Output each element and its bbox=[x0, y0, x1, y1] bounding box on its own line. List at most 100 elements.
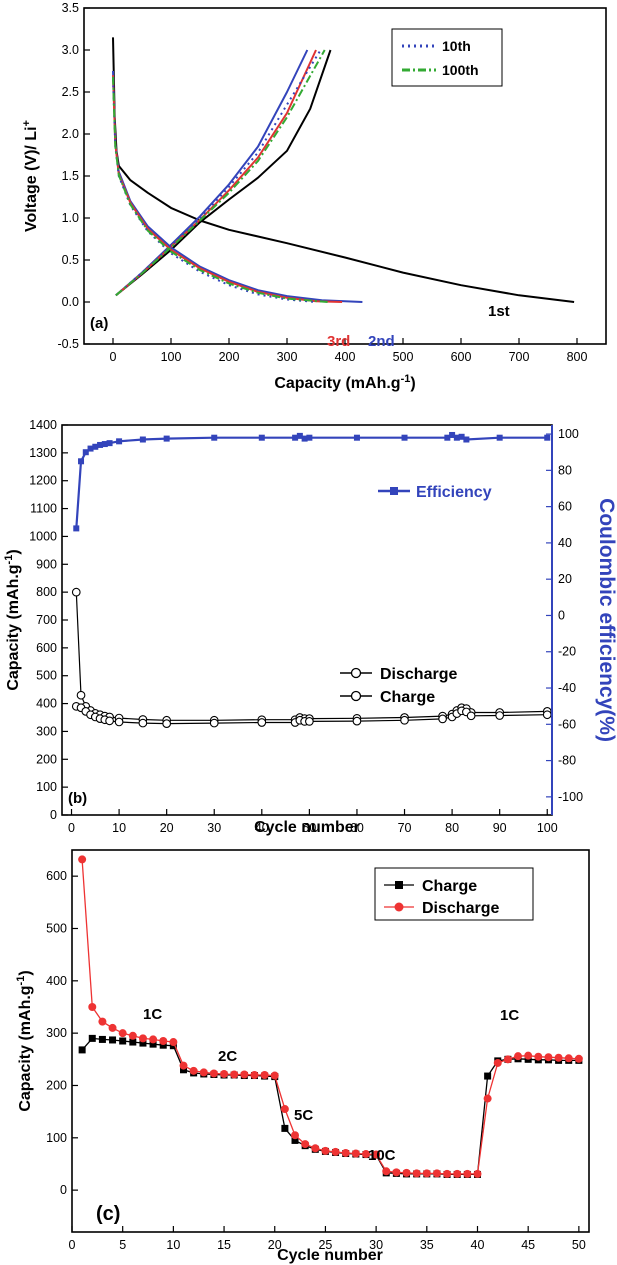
discharge-rate-point bbox=[291, 1131, 300, 1140]
legend-marker-discharge-c bbox=[394, 902, 404, 912]
discharge-line bbox=[75, 592, 548, 721]
panel-b-xtick-label: 40 bbox=[255, 821, 269, 835]
charge-rate-point bbox=[484, 1072, 492, 1080]
panel-a-ytick-label: 2.0 bbox=[62, 127, 79, 141]
panel-b-ytick-label: 300 bbox=[36, 724, 57, 738]
efficiency-point bbox=[92, 443, 99, 450]
discharge-rate-point bbox=[179, 1061, 188, 1070]
legend-marker-charge-c bbox=[395, 881, 403, 889]
charge-rate-point bbox=[119, 1037, 127, 1045]
charge-rate-point bbox=[88, 1034, 96, 1042]
discharge-rate-point bbox=[443, 1169, 452, 1178]
panel-c-xtick-label: 10 bbox=[166, 1238, 180, 1252]
discharge-rate-point bbox=[463, 1169, 472, 1178]
annotation-1st: 1st bbox=[488, 303, 510, 320]
efficiency-point bbox=[78, 458, 85, 465]
discharge-rate-point bbox=[453, 1169, 462, 1178]
charge-rate-point bbox=[291, 1136, 299, 1144]
discharge-rate-point bbox=[270, 1071, 279, 1080]
charge-rate-point bbox=[180, 1066, 188, 1074]
panel-a-xtick-label: 500 bbox=[393, 350, 414, 364]
panel-c-label: (c) bbox=[96, 1203, 120, 1225]
efficiency-point bbox=[453, 434, 460, 441]
annotation-2c: 2C bbox=[218, 1048, 237, 1065]
annotation-3rd: 3rd bbox=[327, 333, 350, 350]
charge-point bbox=[542, 710, 552, 720]
discharge-rate-point bbox=[422, 1169, 431, 1178]
discharge-rate-point bbox=[483, 1094, 492, 1103]
discharge-rate-point bbox=[554, 1053, 563, 1062]
discharge-rate-point bbox=[331, 1147, 340, 1156]
panel-c-ytick-label: 200 bbox=[46, 1078, 67, 1092]
efficiency-point bbox=[301, 435, 308, 442]
charge-rate-point bbox=[281, 1124, 289, 1132]
panel-a-frame bbox=[83, 7, 607, 345]
charge-point bbox=[138, 718, 148, 728]
panel-b-ylabel: Capacity (mAh.g-1) bbox=[3, 549, 22, 690]
panel-b-ytick-label: 700 bbox=[36, 613, 57, 627]
legend-label-10th: 10th bbox=[442, 38, 471, 54]
discharge-rate-point bbox=[108, 1023, 117, 1032]
panel-b-label: (b) bbox=[68, 790, 87, 807]
discharge-rate-point bbox=[544, 1053, 553, 1062]
panel-a-curves bbox=[112, 37, 575, 303]
panel-b-xtick-label: 20 bbox=[160, 821, 174, 835]
charge-rate-point bbox=[98, 1035, 106, 1043]
efficiency-point bbox=[82, 449, 89, 456]
panel-c-xlabel: Cycle number bbox=[277, 1247, 383, 1264]
discharge-rate-point bbox=[149, 1035, 158, 1044]
panel-b-xtick-label: 70 bbox=[398, 821, 412, 835]
discharge-rate-point bbox=[534, 1052, 543, 1061]
efficiency-point bbox=[116, 438, 123, 445]
efficiency-point bbox=[211, 434, 218, 441]
panel-b-right-ytick-label: -40 bbox=[558, 681, 576, 695]
efficiency-point bbox=[458, 433, 465, 440]
panel-b-xtick-label: 90 bbox=[493, 821, 507, 835]
panel-b-ytick-label: 1300 bbox=[29, 446, 57, 460]
panel-c-ytick-label: 100 bbox=[46, 1131, 67, 1145]
legend-label-100th: 100th bbox=[442, 62, 479, 78]
discharge-rate-point bbox=[220, 1069, 229, 1078]
panel-a-ytick-label: 3.5 bbox=[62, 1, 79, 15]
panel-b-right-ytick-label: -20 bbox=[558, 645, 576, 659]
charge-rate-point bbox=[159, 1041, 167, 1049]
efficiency-point bbox=[449, 431, 456, 438]
discharge-rate-point bbox=[280, 1105, 289, 1114]
efficiency-point bbox=[544, 434, 551, 441]
discharge-rate-point bbox=[392, 1168, 401, 1177]
discharge-rate-point bbox=[382, 1167, 391, 1176]
efficiency-point bbox=[106, 440, 113, 447]
charge-rate-point bbox=[139, 1039, 147, 1047]
annotation-5c: 5C bbox=[294, 1107, 313, 1124]
discharge-point bbox=[76, 690, 86, 700]
panel-b-ytick-label: 200 bbox=[36, 752, 57, 766]
legend-label-charge-c: Charge bbox=[422, 878, 477, 895]
panel-b-xtick-label: 60 bbox=[350, 821, 364, 835]
discharge-rate-point bbox=[98, 1017, 107, 1026]
panel-b-legend: Efficiency Discharge Charge bbox=[340, 484, 492, 706]
panel-b-ytick-label: 400 bbox=[36, 697, 57, 711]
panel-b-ytick-label: 500 bbox=[36, 669, 57, 683]
annotation-10c: 10C bbox=[368, 1147, 396, 1164]
panel-c-xtick-label: 20 bbox=[268, 1238, 282, 1252]
efficiency-point bbox=[139, 436, 146, 443]
panel-c: 0 5 10 15 20 25 30 35 40 45 500100200300400500600 … bbox=[15, 849, 590, 1264]
panel-a-ytick-label: 0.0 bbox=[62, 295, 79, 309]
panel-c-xtick-label: 15 bbox=[217, 1238, 231, 1252]
panel-b-right-ytick-label: -60 bbox=[558, 717, 576, 731]
panel-c-xtick-label: 50 bbox=[572, 1238, 586, 1252]
discharge-rate-point bbox=[473, 1169, 482, 1178]
panel-c-ytick-label: 0 bbox=[60, 1183, 67, 1197]
panel-a-xtick-label: 300 bbox=[277, 350, 298, 364]
panel-b-right-ytick-label: 40 bbox=[558, 536, 572, 550]
panel-b-ytick-label: 0 bbox=[50, 808, 57, 822]
panel-a-xtick-label: 100 bbox=[161, 350, 182, 364]
legend-marker-efficiency bbox=[390, 487, 398, 495]
discharge-rate-point bbox=[199, 1068, 208, 1077]
discharge-rate-point bbox=[351, 1149, 360, 1158]
panel-a-ytick-label: 3.0 bbox=[62, 43, 79, 57]
discharge-rate-point bbox=[250, 1071, 259, 1080]
panel-a-xtick-label: 200 bbox=[219, 350, 240, 364]
discharge-rate-point bbox=[493, 1058, 502, 1067]
panel-b-ticks: 0 10 20 30 40 50 60 70 80 90 100010020030040050060… bbox=[29, 418, 583, 835]
